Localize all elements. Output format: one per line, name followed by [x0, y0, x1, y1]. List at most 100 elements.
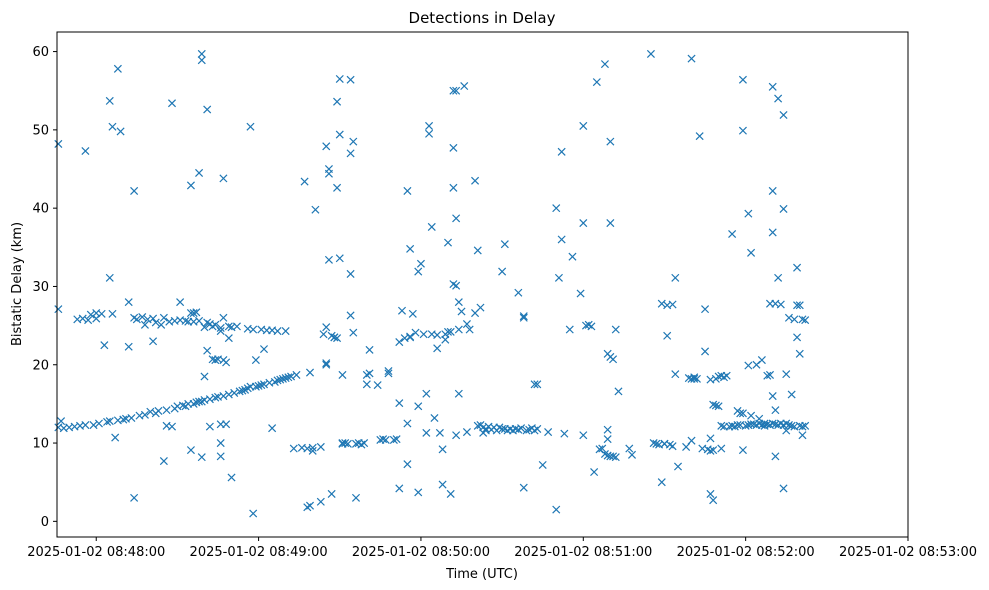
data-point: [406, 244, 415, 253]
data-point: [522, 426, 531, 435]
data-point: [251, 356, 260, 365]
data-point: [343, 439, 352, 448]
data-point: [216, 452, 225, 461]
data-point: [706, 434, 715, 443]
data-point: [189, 309, 198, 318]
data-point: [200, 323, 209, 332]
data-point: [476, 303, 485, 312]
data-point: [273, 376, 282, 385]
data-point: [733, 421, 742, 430]
data-point: [425, 129, 434, 138]
data-point: [287, 372, 296, 381]
data-point: [81, 421, 90, 430]
data-point: [132, 315, 141, 324]
data-point: [579, 219, 588, 228]
data-point: [609, 355, 618, 364]
data-point: [671, 273, 680, 282]
data-point: [224, 334, 233, 343]
data-point: [438, 445, 447, 454]
data-point: [105, 273, 114, 282]
data-point: [671, 370, 680, 379]
data-point: [736, 409, 745, 418]
data-point: [557, 235, 566, 244]
data-point: [227, 473, 236, 482]
data-point: [435, 428, 444, 437]
data-point: [230, 388, 239, 397]
data-point: [706, 489, 715, 498]
data-point: [627, 450, 637, 459]
data-point: [728, 229, 737, 239]
x-tick-label: 2025-01-02 08:49:00: [190, 545, 328, 560]
data-point: [127, 413, 136, 423]
data-point: [197, 453, 206, 462]
data-point: [787, 390, 796, 399]
data-point: [606, 219, 615, 228]
data-point: [119, 415, 128, 424]
data-point: [384, 369, 393, 378]
data-points: [54, 49, 810, 518]
data-point: [103, 417, 112, 426]
data-point: [130, 186, 139, 195]
data-point: [452, 86, 461, 95]
data-point: [379, 435, 388, 444]
data-point: [346, 269, 355, 278]
data-point: [652, 439, 661, 448]
data-point: [433, 344, 442, 353]
data-point: [554, 273, 563, 282]
data-point: [682, 442, 691, 451]
data-point: [603, 435, 612, 444]
data-point: [305, 368, 315, 377]
data-point: [249, 325, 258, 334]
data-point: [747, 248, 756, 257]
data-point: [333, 183, 342, 192]
data-point: [335, 130, 344, 139]
data-point: [452, 431, 461, 440]
data-point: [186, 181, 195, 190]
data-point: [84, 316, 93, 325]
data-point: [308, 443, 317, 452]
data-point: [149, 337, 158, 346]
data-point: [714, 402, 723, 411]
data-point: [430, 413, 439, 423]
x-tick-label: 2025-01-02 08:48:00: [27, 545, 165, 560]
data-point: [438, 480, 447, 489]
data-point: [408, 309, 417, 318]
data-point: [776, 300, 785, 309]
data-point: [167, 99, 177, 108]
data-point: [701, 305, 710, 314]
data-point: [105, 417, 114, 426]
data-point: [446, 489, 455, 498]
data-point: [327, 489, 336, 498]
data-point: [709, 446, 718, 455]
data-point: [395, 484, 404, 493]
x-tick-label: 2025-01-02 08:50:00: [352, 545, 490, 560]
data-point: [81, 146, 90, 156]
data-point: [763, 371, 772, 380]
data-point: [113, 64, 122, 73]
data-point: [717, 444, 726, 453]
data-point: [422, 428, 431, 437]
data-point: [249, 509, 258, 518]
data-point: [579, 431, 588, 440]
data-point: [316, 497, 325, 506]
data-point: [138, 312, 147, 322]
data-point: [186, 446, 195, 455]
data-point: [414, 267, 423, 276]
data-point: [254, 381, 263, 390]
data-point: [427, 222, 436, 231]
data-point: [790, 315, 799, 324]
data-point: [219, 174, 228, 183]
y-tick-label: 10: [32, 437, 49, 452]
data-point: [140, 320, 149, 329]
data-point: [692, 374, 701, 383]
data-point: [446, 327, 455, 336]
y-tick-label: 40: [32, 202, 49, 217]
data-point: [349, 328, 358, 337]
data-point: [273, 327, 282, 336]
data-point: [473, 421, 482, 430]
data-point: [538, 460, 547, 469]
data-point: [192, 308, 201, 317]
data-point: [711, 401, 720, 410]
data-point: [124, 342, 133, 351]
data-point: [149, 314, 158, 323]
